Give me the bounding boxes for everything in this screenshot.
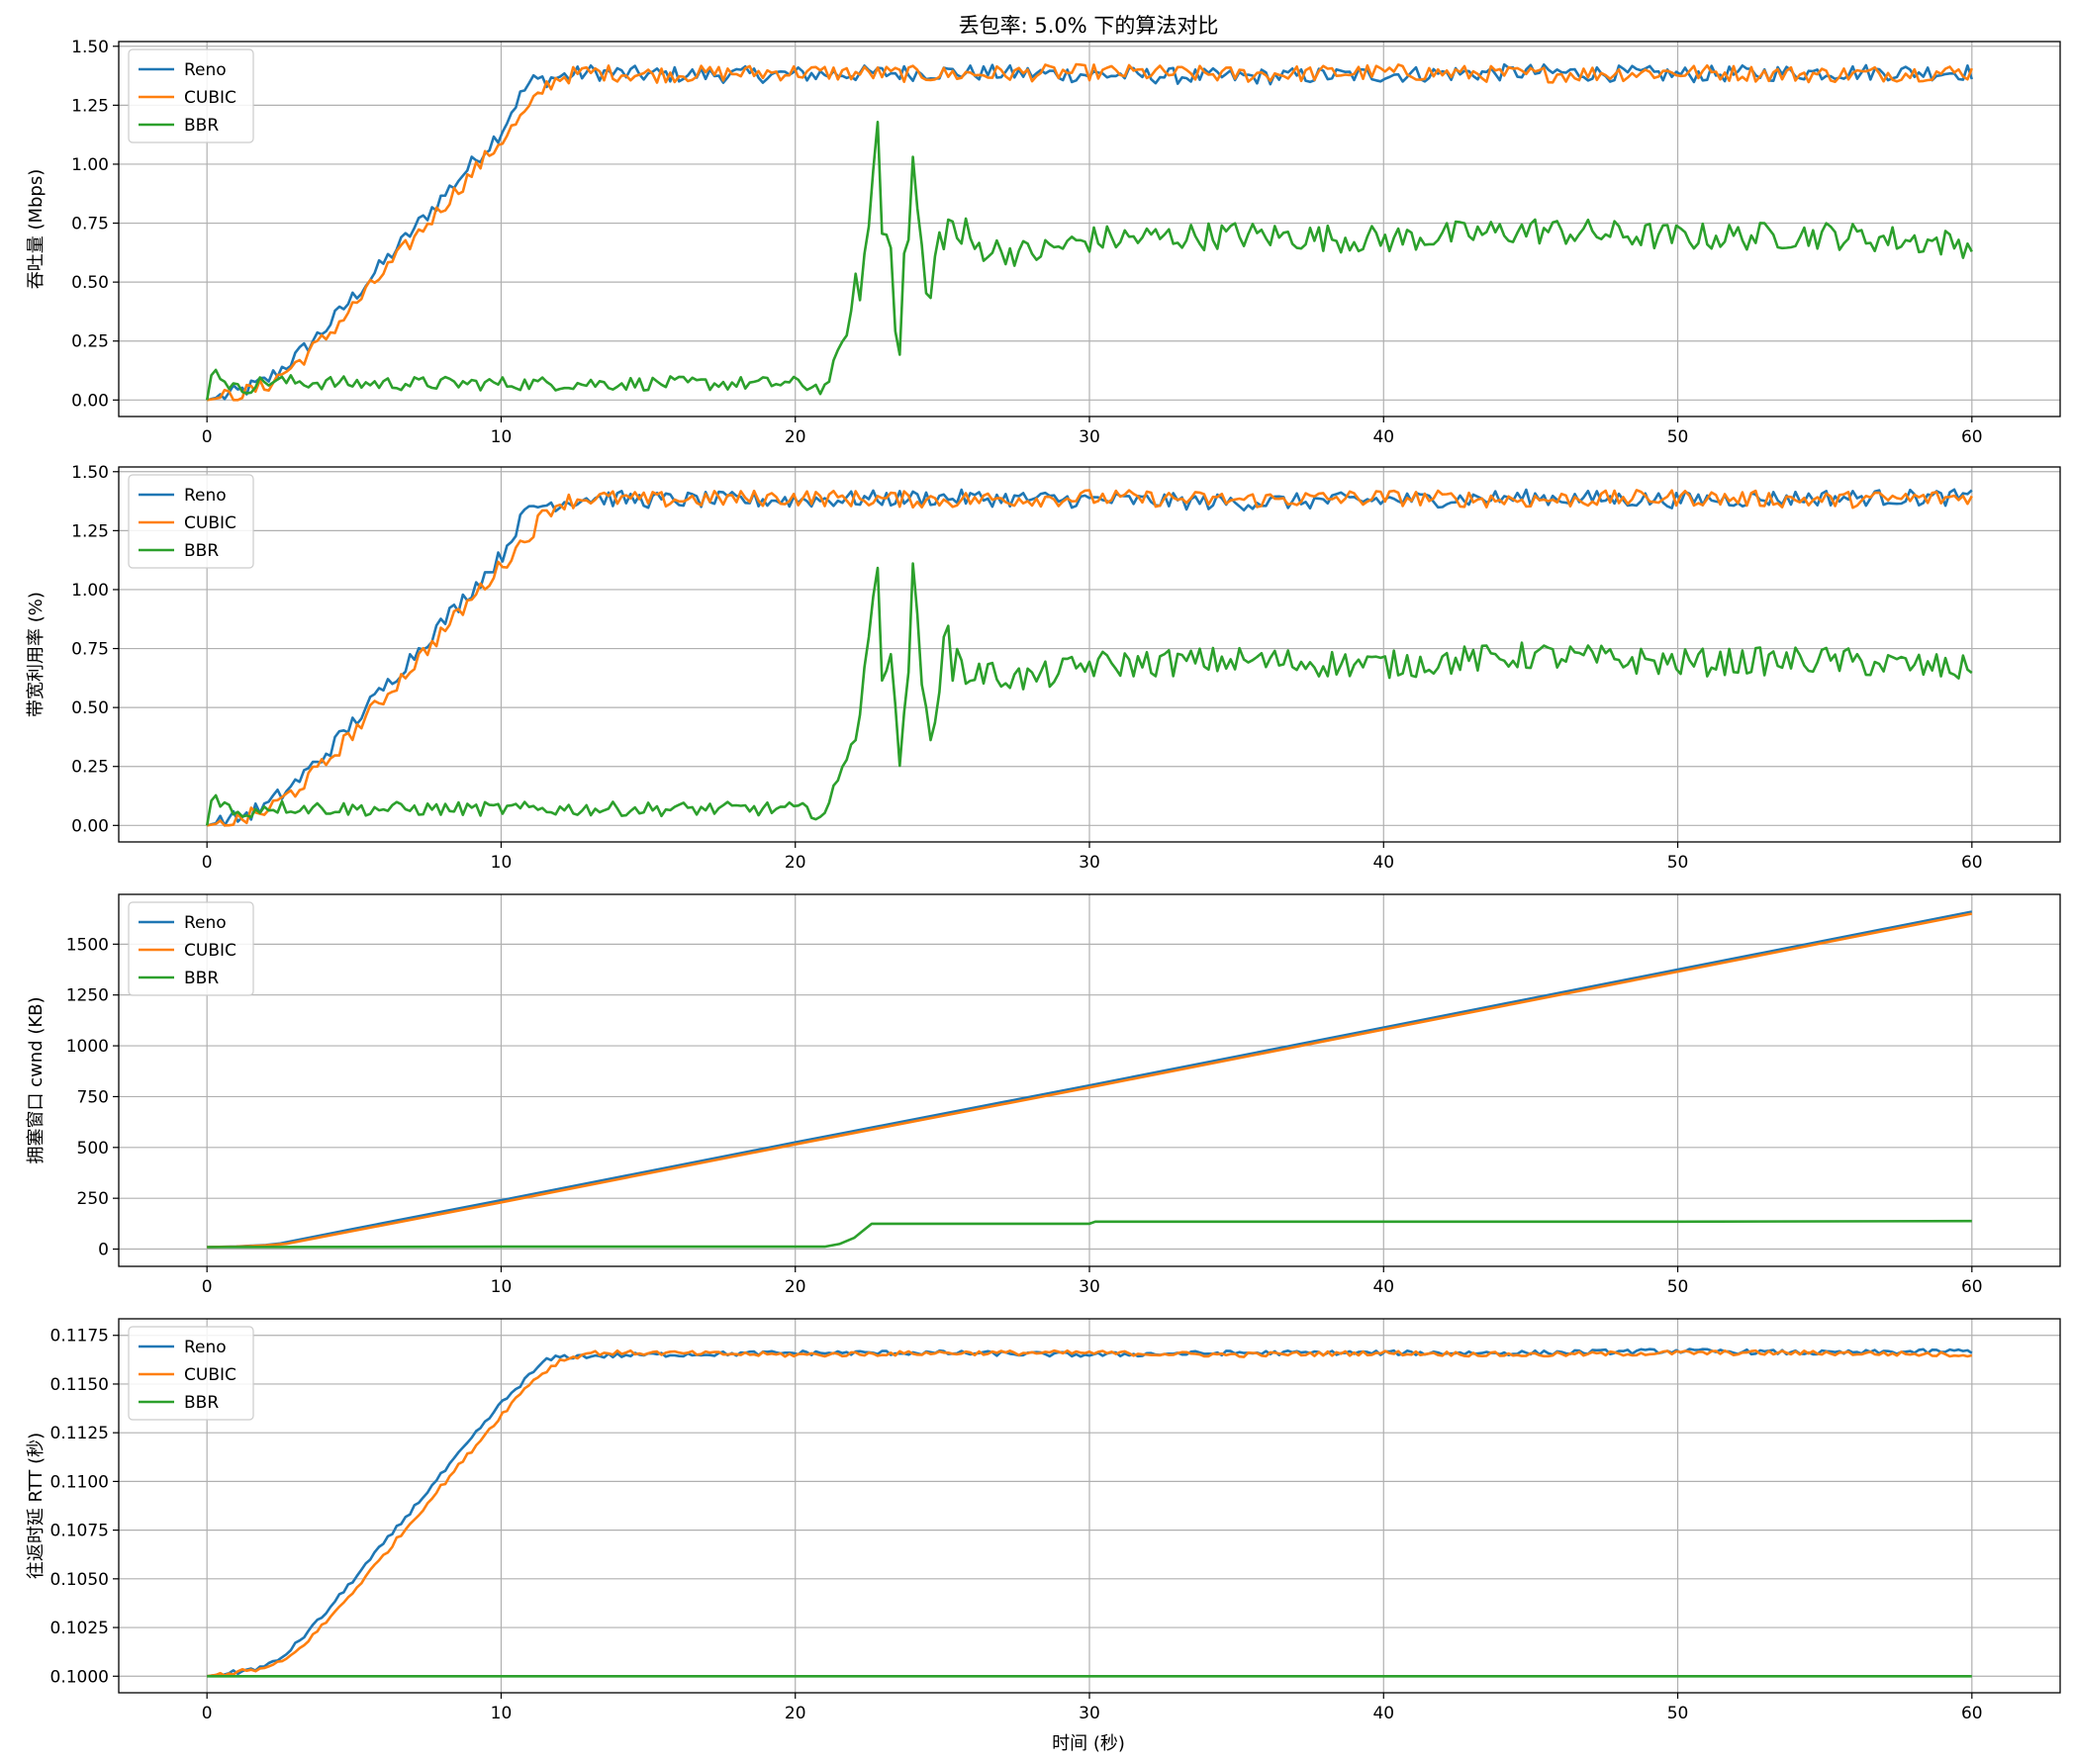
x-tick-label: 50 bbox=[1667, 1277, 1689, 1297]
y-tick-label: 250 bbox=[77, 1189, 109, 1209]
legend-box bbox=[128, 474, 254, 569]
x-tick-label: 20 bbox=[785, 1277, 806, 1297]
x-tick-label: 60 bbox=[1961, 1277, 1983, 1297]
legend-box bbox=[128, 1326, 254, 1421]
y-tick-label: 0.1025 bbox=[50, 1619, 109, 1638]
y-tick-label: 750 bbox=[77, 1087, 109, 1107]
panel-3: 0 10 20 30 40 50 60 0 250 500 750 1000 1250 1500 拥塞窗口 … bbox=[26, 893, 2061, 1297]
legend: Reno CUBIC BBR bbox=[128, 901, 254, 996]
y-tick-label: 0.50 bbox=[71, 273, 109, 293]
y-tick-label: 0.1050 bbox=[50, 1570, 109, 1590]
x-tick-label: 10 bbox=[491, 427, 513, 447]
y-tick-label: 1250 bbox=[66, 986, 109, 1006]
y-tick-label: 0.1125 bbox=[50, 1424, 109, 1443]
series-line-cubic bbox=[206, 62, 1974, 402]
y-tick-label: 0.25 bbox=[71, 758, 109, 778]
x-tick-label: 40 bbox=[1372, 853, 1394, 873]
y-tick-label: 0.00 bbox=[71, 391, 109, 411]
y-tick-label: 0.1100 bbox=[50, 1472, 109, 1492]
legend-label-bbr: BBR bbox=[184, 116, 219, 136]
x-tick-label: 10 bbox=[491, 1277, 513, 1297]
legend-label-bbr: BBR bbox=[184, 969, 219, 988]
y-tick-label: 0.1150 bbox=[50, 1375, 109, 1395]
x-tick-label: 0 bbox=[202, 853, 213, 873]
x-tick-label: 20 bbox=[785, 853, 806, 873]
y-tick-label: 0.50 bbox=[71, 698, 109, 718]
legend-label-reno: Reno bbox=[184, 60, 227, 80]
x-tick-label: 30 bbox=[1079, 427, 1100, 447]
x-tick-label: 10 bbox=[491, 1704, 513, 1723]
series-line-cubic bbox=[207, 1348, 1973, 1678]
x-tick-label: 40 bbox=[1372, 427, 1394, 447]
panel-2: 0 10 20 30 40 50 60 0.00 0.25 0.50 0.75 1.00 1.25 1.5… bbox=[26, 463, 2061, 873]
y-tick-label: 1.50 bbox=[71, 463, 109, 483]
x-tick-label: 30 bbox=[1079, 1704, 1100, 1723]
legend-box bbox=[128, 901, 254, 996]
x-tick-label: 40 bbox=[1372, 1277, 1394, 1297]
y-axis-label: 拥塞窗口 cwnd (KB) bbox=[26, 996, 47, 1163]
y-tick-label: 1.25 bbox=[71, 96, 109, 116]
x-tick-label: 40 bbox=[1372, 1704, 1394, 1723]
panel-1: 0 10 20 30 40 50 60 0.00 0.25 0.50 0.75 1.00 1.25 1.5… bbox=[26, 38, 2061, 447]
x-tick-label: 60 bbox=[1961, 1704, 1983, 1723]
y-tick-label: 0.75 bbox=[71, 640, 109, 660]
x-tick-label: 20 bbox=[785, 427, 806, 447]
y-tick-label: 0.1175 bbox=[50, 1327, 109, 1346]
legend-label-cubic: CUBIC bbox=[184, 941, 236, 961]
y-tick-label: 0 bbox=[98, 1241, 109, 1260]
figure-title: 丢包率: 5.0% 下的算法对比 bbox=[959, 14, 1219, 38]
y-tick-label: 0.75 bbox=[71, 215, 109, 234]
series-line-bbr bbox=[205, 121, 1973, 401]
series-line-bbr bbox=[207, 1219, 1972, 1249]
y-tick-label: 1500 bbox=[66, 935, 109, 955]
x-tick-label: 0 bbox=[202, 1277, 213, 1297]
series-line-cubic bbox=[206, 489, 1973, 827]
y-tick-label: 0.1075 bbox=[50, 1522, 109, 1541]
legend: Reno CUBIC BBR bbox=[128, 48, 254, 143]
x-tick-label: 50 bbox=[1667, 427, 1689, 447]
x-tick-label: 0 bbox=[202, 427, 213, 447]
series-line-bbr bbox=[205, 562, 1973, 826]
y-tick-label: 1.25 bbox=[71, 521, 109, 541]
legend-box bbox=[128, 48, 254, 143]
legend-label-reno: Reno bbox=[184, 486, 227, 506]
legend-label-bbr: BBR bbox=[184, 541, 219, 561]
y-axis-label: 往返时延 RTT (秒) bbox=[26, 1433, 47, 1579]
y-tick-label: 0.25 bbox=[71, 332, 109, 352]
y-axis-label: 带宽利用率 (%) bbox=[26, 592, 47, 717]
x-tick-label: 60 bbox=[1961, 853, 1983, 873]
x-axis-label: 时间 (秒) bbox=[1052, 1733, 1125, 1754]
y-tick-label: 1.00 bbox=[71, 581, 109, 601]
legend: Reno CUBIC BBR bbox=[128, 474, 254, 569]
x-tick-label: 10 bbox=[491, 853, 513, 873]
y-tick-label: 1000 bbox=[66, 1037, 109, 1057]
x-tick-label: 50 bbox=[1667, 853, 1689, 873]
legend-label-reno: Reno bbox=[184, 1338, 227, 1357]
legend-label-bbr: BBR bbox=[184, 1393, 219, 1413]
panel-4: 0 10 20 30 40 50 60 0.1000 0.1025 0.1050 0.1075 0.1… bbox=[26, 1318, 2061, 1723]
legend-label-cubic: CUBIC bbox=[184, 88, 236, 108]
legend: Reno CUBIC BBR bbox=[128, 1326, 254, 1421]
legend-label-cubic: CUBIC bbox=[184, 1365, 236, 1385]
series-line-reno bbox=[206, 488, 1973, 827]
legend-label-cubic: CUBIC bbox=[184, 513, 236, 533]
y-tick-label: 0.00 bbox=[71, 816, 109, 836]
x-tick-label: 30 bbox=[1079, 1277, 1100, 1297]
x-tick-label: 60 bbox=[1961, 427, 1983, 447]
y-tick-label: 500 bbox=[77, 1139, 109, 1159]
y-tick-label: 1.50 bbox=[71, 38, 109, 57]
x-tick-label: 0 bbox=[202, 1704, 213, 1723]
y-axis-label: 吞吐量 (Mbps) bbox=[26, 169, 47, 290]
y-tick-label: 0.1000 bbox=[50, 1667, 109, 1687]
x-tick-label: 30 bbox=[1079, 853, 1100, 873]
x-tick-label: 20 bbox=[785, 1704, 806, 1723]
legend-label-reno: Reno bbox=[184, 913, 227, 933]
y-tick-label: 1.00 bbox=[71, 155, 109, 175]
x-tick-label: 50 bbox=[1667, 1704, 1689, 1723]
